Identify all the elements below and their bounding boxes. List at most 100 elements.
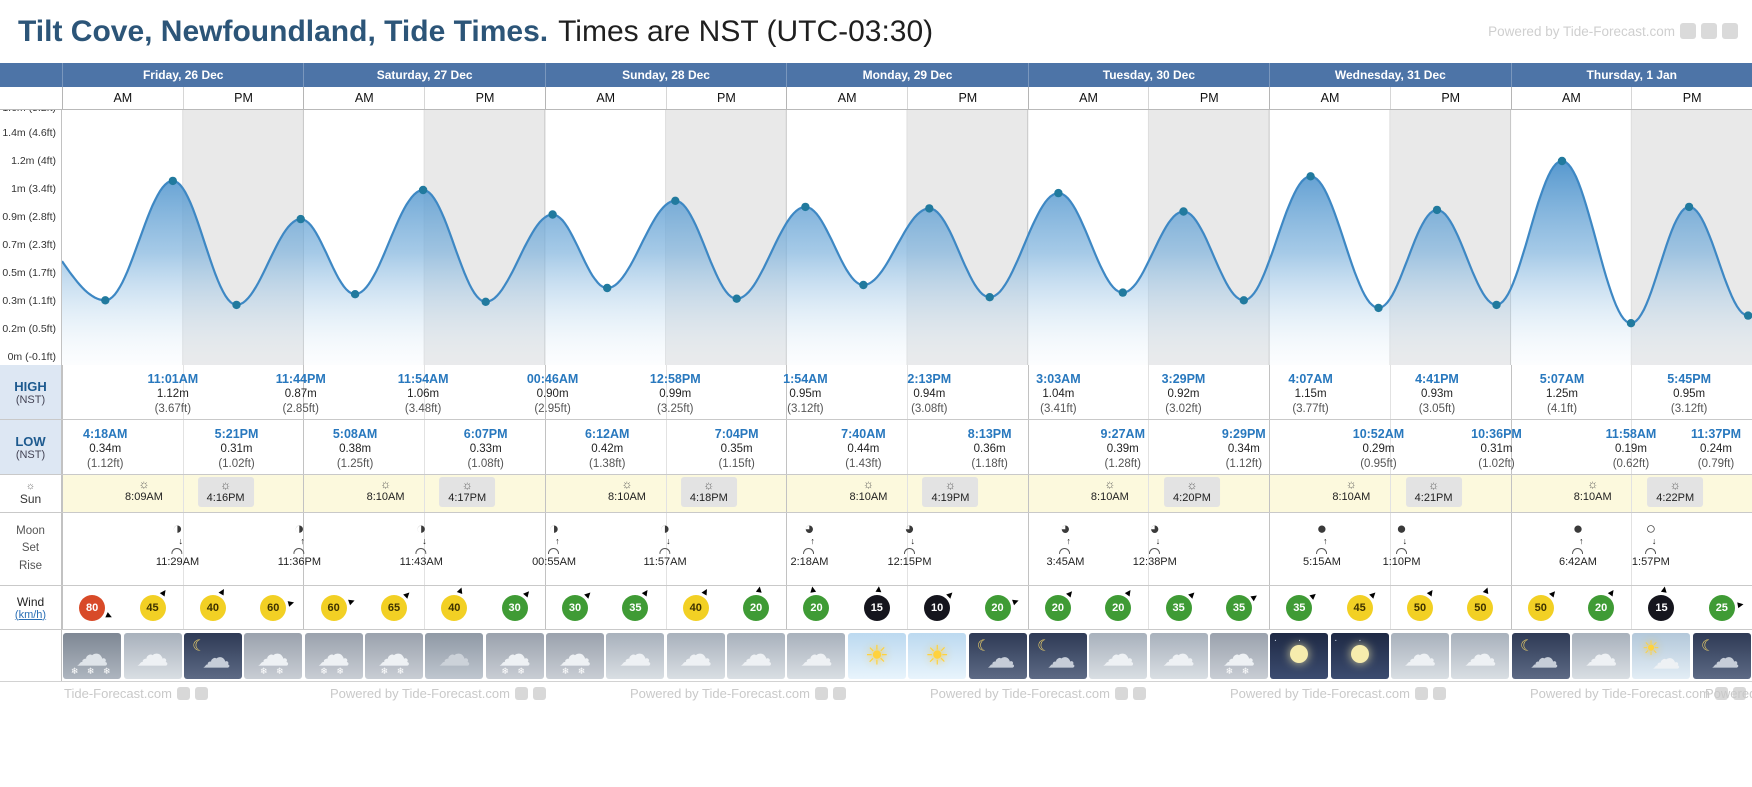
- moon-time: 11:36PM: [277, 556, 321, 568]
- weather-night-cloudy-icon: ☾ ☁: [1028, 633, 1087, 679]
- tide-height-ft: (1.18ft): [971, 458, 1008, 471]
- moon-rise-icon: ↑: [545, 537, 563, 554]
- moon-time: 1:57PM: [1631, 556, 1670, 568]
- sunrise-entry: ☼ 8:10AM: [1332, 478, 1370, 503]
- wind-speed: 65: [380, 595, 407, 621]
- wind-badge: ▲ 45: [139, 585, 170, 621]
- wind-badge: ▲ 35: [1286, 589, 1321, 621]
- weather-night-cloudy-icon: ☾ ☁: [1692, 633, 1751, 679]
- grid-cell: [424, 420, 545, 474]
- sunrise-icon: ☼: [1104, 477, 1116, 491]
- moon-row-label: Moon Set Rise: [0, 513, 62, 585]
- wind-speed: 20: [1105, 595, 1132, 621]
- watermark-badge-icon: [814, 687, 828, 700]
- sunset-entry: ☼ 4:17PM: [439, 477, 496, 508]
- grid-cell: [1027, 475, 1149, 512]
- high-tide-entry: 00:46AM 0.90m (2.95ft): [527, 371, 578, 417]
- sunset-entry: ☼ 4:19PM: [922, 477, 979, 508]
- low-sub-label: (NST): [15, 448, 46, 461]
- cloud-icon: ☁: [799, 635, 833, 673]
- grid-cell: [424, 475, 545, 512]
- wind-speed: 30: [562, 595, 589, 621]
- grid-cell: [786, 365, 907, 419]
- sunrise-icon: ☼: [380, 477, 392, 491]
- tide-time: 11:54AM: [397, 372, 449, 386]
- grid-cell: [665, 475, 787, 512]
- moon-set-entry: ◑ ↓ 11:29AM: [156, 520, 199, 568]
- tide-height-ft: (3.12ft): [1670, 403, 1708, 416]
- grid-cell: [1389, 420, 1511, 474]
- wind-speed: 10: [924, 595, 951, 621]
- tide-chart-row: 1.6m (5.2ft) 1.4m (4.6ft) 1.2m (4ft) 1m (3.…: [0, 110, 1752, 365]
- wind-badge: ▲ 40: [199, 585, 229, 621]
- wind-units-link[interactable]: (km/h): [14, 608, 47, 621]
- grid-cell: [1148, 475, 1269, 512]
- day-header: Monday, 29 Dec: [786, 63, 1027, 87]
- weather-clear-night-icon: · ·: [1270, 633, 1329, 679]
- low-tide-row: LOW (NST) 4:18AM 0.34m (1.12ft) 5:21PM 0.31m…: [0, 420, 1752, 475]
- sunset-time: 4:21PM: [1414, 491, 1453, 504]
- grid-cell: [907, 475, 1028, 512]
- sunset-time: 4:16PM: [206, 491, 245, 504]
- sunset-time: 4:18PM: [689, 491, 728, 504]
- arrow-up-icon: ↑: [1066, 536, 1071, 546]
- moon-phase-icon: ●: [1396, 519, 1407, 538]
- tide-height-ft: (1.12ft): [1225, 458, 1263, 471]
- tide-height-ft: (2.85ft): [282, 403, 319, 416]
- sunrise-icon: ☼: [138, 477, 150, 491]
- tide-height-ft: (3.67ft): [154, 403, 192, 416]
- cloud-icon: ☁: [739, 635, 773, 673]
- wind-badge: ▲ 40: [441, 584, 468, 621]
- tide-height-ft: (3.25ft): [657, 403, 694, 416]
- cloud-icon: ☁: [1162, 635, 1196, 673]
- wind-badge: ▲ 25: [1708, 595, 1746, 621]
- moon-time: 12:15PM: [887, 556, 932, 568]
- horizon-arc: [1315, 548, 1327, 554]
- ampm-header: AM: [303, 87, 424, 109]
- weather-snow-icon: ☁ ❄ ❄: [364, 633, 423, 679]
- arrow-up-icon: ↑: [810, 536, 815, 546]
- stars-icon: · ·: [1273, 634, 1311, 646]
- horizon-arc: [415, 548, 427, 554]
- cloud-icon: ☁: [256, 635, 290, 673]
- ampm-header: AM: [1510, 87, 1632, 109]
- tide-height-ft: (3.02ft): [1165, 403, 1202, 416]
- low-tide-entry: 11:58AM 0.19m (0.62ft): [1606, 426, 1657, 472]
- arrow-down-icon: ↓: [1651, 536, 1657, 546]
- tide-height-m: 0.31m: [220, 443, 253, 456]
- moon-time: 5:15AM: [1302, 556, 1341, 568]
- cloud-icon: ☁: [1584, 635, 1618, 673]
- tide-time: 3:29PM: [1161, 372, 1206, 386]
- watermark-badge-icon: [1722, 23, 1738, 39]
- watermark-badge-icon: [532, 687, 546, 700]
- sunset-icon: ☼: [703, 478, 715, 492]
- weather-clear-night-icon: · ·: [1330, 633, 1389, 679]
- watermark-badge-icon: [1732, 687, 1746, 700]
- watermark-badge-icon: [1414, 687, 1428, 700]
- footer-left-mask: [0, 682, 62, 706]
- sunrise-icon: ☼: [862, 477, 874, 491]
- low-tide-entry: 9:29PM 0.34m (1.12ft): [1222, 426, 1266, 472]
- grid-cell: [1389, 513, 1511, 585]
- weather-snow-icon: ☁ ❄ ❄: [546, 633, 605, 679]
- high-tide-entry: 3:29PM 0.92m (3.02ft): [1162, 371, 1206, 417]
- moon-set-label: Set: [21, 542, 40, 555]
- cloud-icon: ☁: [1403, 635, 1437, 673]
- moon-time: 1:10PM: [1382, 556, 1421, 568]
- moon-rise-entry: ◕ ↑ 2:18AM: [790, 520, 828, 568]
- grid-cell: [544, 365, 666, 419]
- sunset-entry: ☼ 4:16PM: [197, 477, 254, 508]
- day-header: Saturday, 27 Dec: [303, 63, 544, 87]
- low-tide-entry: 6:07PM 0.33m (1.08ft): [464, 426, 508, 472]
- low-tide-entry: 7:04PM 0.35m (1.15ft): [715, 426, 759, 472]
- grid-cell: [1027, 586, 1149, 629]
- horizon-arc: [1395, 548, 1407, 554]
- y-axis-label: 1.2m (4ft): [11, 155, 56, 167]
- tide-height-m: 0.39m: [1106, 443, 1139, 456]
- moon-phase-icon: ◑: [294, 519, 305, 538]
- tide-height-ft: (2.95ft): [534, 403, 571, 416]
- tide-height-m: 0.87m: [284, 388, 317, 401]
- sunset-entry: ☼ 4:22PM: [1647, 477, 1704, 508]
- tide-height-ft: (1.25ft): [336, 458, 374, 471]
- high-tide-entry: 11:44PM 0.87m (2.85ft): [276, 371, 326, 417]
